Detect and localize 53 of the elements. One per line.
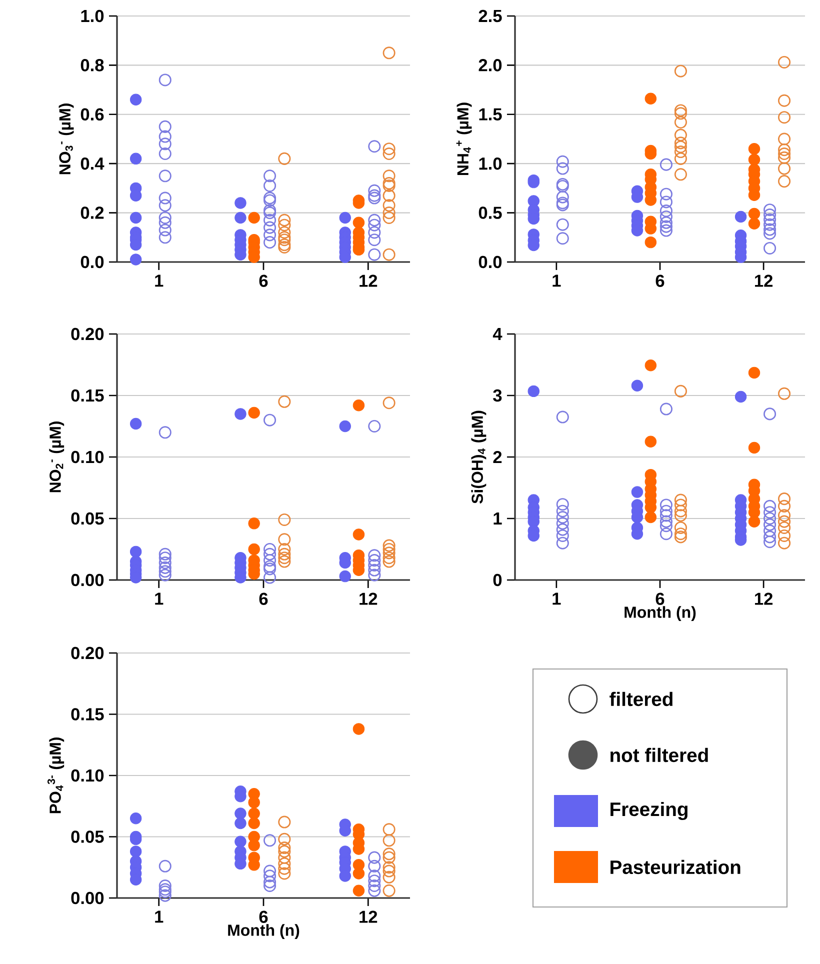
x-tick-label: 1 [155,274,164,287]
y-tick-label: 0.0 [478,256,502,268]
y-tick-label: 0.00 [71,892,104,904]
x-tick-label: 6 [656,592,664,605]
x-tick-label: 12 [360,592,378,605]
y-tick-label: 1.5 [479,108,502,120]
y-tick-label: 0 [493,574,502,586]
x-tick-label: 12 [755,274,773,287]
x-tick-label: 12 [360,910,378,923]
x-tick-label: 6 [656,274,664,287]
text: not filtered [610,748,708,762]
y-tick-label: 0.4 [80,157,104,170]
x-tick-label: 6 [259,274,268,287]
y-tick-label: 0.10 [71,450,104,464]
y-tick-label: 0.20 [71,328,104,340]
y-tick-label: 3 [493,389,502,402]
y-tick-label: 0.15 [71,389,104,402]
y-tick-label: 2.0 [478,59,502,72]
x-tick-label: 1 [552,274,561,287]
y-tick-label: 0.6 [80,108,104,121]
x-tick-label: 6 [259,592,268,605]
y-tick-label: 2 [493,450,502,464]
y-tick-label: 0.5 [478,206,502,219]
x-axis-title: Month (n) [228,924,300,940]
y-tick-label: 0.0 [80,256,104,268]
y-tick-label: 2.5 [478,10,502,22]
y-tick-label: 0.15 [71,708,104,720]
y-axis-title: NO$_{2}$$^{-}$ (µM) [49,422,64,492]
y-tick-label: 1 [494,512,502,524]
y-tick-label: 1.0 [81,10,104,22]
y-axis-title: NO$_{3}$$^{-}$ (µM) [58,104,74,174]
x-tick-label: 1 [155,910,164,923]
y-tick-label: 0.2 [80,206,104,219]
text: filtered [610,692,672,706]
y-tick-label: 0.8 [80,59,104,72]
y-tick-label: 0.20 [71,646,104,660]
text: Freezing [610,802,688,820]
text: Pasteurization [610,860,740,874]
x-tick-label: 1 [155,592,164,605]
x-tick-label: 6 [259,910,268,923]
y-tick-label: 0.00 [71,574,104,586]
x-tick-label: 1 [552,592,561,605]
y-axis-title: PO$_{4}$$^{3-}$ (µM) [47,738,64,814]
x-tick-label: 12 [755,592,773,605]
y-tick-label: 0.05 [71,830,104,843]
y-tick-label: 4 [492,328,502,340]
y-axis-title: Si(OH)$_{4}$ (µM) [471,410,486,504]
y-tick-label: 0.10 [71,769,104,782]
y-tick-label: 1.0 [479,157,502,170]
x-tick-label: 12 [360,274,378,287]
x-axis-title: Month (n) [624,606,696,622]
y-tick-label: 0.05 [71,512,104,525]
y-axis-title: NH$_{4}$$^{+}$ (µM) [456,102,472,176]
